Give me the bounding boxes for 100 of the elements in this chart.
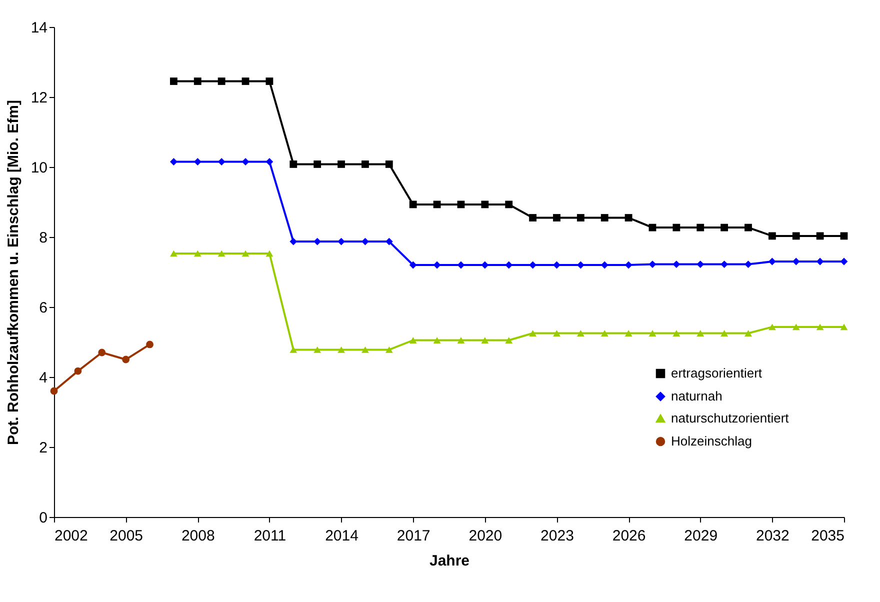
point — [218, 78, 226, 85]
point — [696, 224, 704, 232]
x-tick-label: 2023 — [540, 528, 574, 544]
point — [816, 258, 824, 266]
point — [624, 261, 632, 269]
point — [146, 340, 154, 348]
point — [816, 232, 824, 240]
x-tick-label: 2020 — [468, 528, 502, 544]
point — [409, 337, 417, 344]
legend-label: naturschutzorientiert — [671, 410, 790, 426]
point — [744, 224, 752, 232]
x-axis-title: Jahre — [429, 552, 470, 570]
point — [553, 214, 560, 222]
x-tick-label: 2029 — [684, 528, 718, 544]
y-tick-label: 4 — [39, 370, 48, 386]
point — [720, 260, 728, 268]
y-tick-label: 8 — [39, 230, 48, 246]
point — [672, 260, 680, 268]
point — [600, 214, 608, 222]
point — [576, 214, 584, 222]
point — [409, 200, 417, 208]
legend-label: naturnah — [671, 388, 722, 404]
point — [170, 158, 178, 166]
point — [481, 200, 489, 208]
point — [648, 260, 656, 268]
point — [576, 330, 584, 336]
point — [816, 324, 824, 330]
x-tick-label: 2026 — [612, 528, 646, 544]
point — [170, 78, 178, 85]
point — [362, 346, 369, 353]
point — [218, 158, 226, 166]
x-tick-label: 2032 — [756, 528, 790, 544]
y-tick-label: 10 — [30, 160, 48, 176]
point — [696, 260, 704, 268]
point — [50, 387, 58, 395]
point — [290, 160, 298, 168]
point — [840, 232, 848, 240]
point — [648, 330, 656, 336]
legend-label: ertragsorientiert — [671, 366, 762, 380]
point — [98, 348, 106, 356]
point — [529, 214, 536, 222]
point — [840, 324, 848, 330]
point — [600, 261, 608, 269]
point — [290, 238, 298, 246]
y-tick-label: 6 — [39, 300, 48, 316]
point — [242, 78, 250, 85]
point — [433, 337, 441, 344]
point — [290, 346, 298, 353]
point — [672, 224, 680, 232]
point — [481, 337, 489, 344]
point — [362, 238, 369, 246]
point — [194, 250, 202, 257]
point — [648, 224, 656, 232]
point — [170, 250, 178, 257]
point — [122, 356, 130, 364]
point — [840, 258, 848, 266]
y-tick-label: 14 — [30, 20, 48, 36]
point — [433, 200, 441, 208]
x-tick-label: 2008 — [181, 528, 215, 544]
y-tick-label: 12 — [30, 90, 48, 106]
point — [624, 214, 632, 222]
point — [792, 232, 800, 240]
point — [720, 330, 728, 336]
point — [553, 330, 560, 336]
x-tick-label: 2011 — [254, 528, 286, 544]
point — [385, 346, 393, 353]
x-tick-label: 2017 — [396, 528, 430, 544]
point — [505, 200, 513, 208]
point — [744, 330, 752, 336]
point — [194, 78, 202, 85]
y-tick-label: 2 — [39, 440, 48, 456]
point — [314, 160, 322, 168]
point — [433, 261, 441, 269]
point — [338, 346, 345, 353]
point — [600, 330, 608, 336]
legend-label: Holzeinschlag — [671, 434, 752, 448]
point — [266, 250, 274, 257]
point — [242, 250, 250, 257]
point — [529, 330, 536, 336]
x-tick-label: 2002 — [54, 528, 88, 544]
point — [457, 261, 465, 269]
point — [481, 261, 489, 269]
point — [624, 330, 632, 336]
point — [266, 78, 274, 85]
point — [194, 158, 202, 166]
point — [338, 238, 345, 246]
point — [385, 160, 393, 168]
point — [314, 346, 322, 353]
point — [505, 337, 513, 344]
point — [74, 367, 82, 375]
x-tick-label: 2005 — [110, 528, 144, 544]
point — [218, 250, 226, 257]
y-tick-label: 0 — [39, 510, 48, 526]
point — [409, 261, 417, 269]
point — [720, 224, 728, 232]
x-tick-label: 2035 — [811, 528, 844, 544]
point — [672, 330, 680, 336]
point — [768, 232, 776, 240]
point — [457, 337, 465, 344]
point — [792, 324, 800, 330]
